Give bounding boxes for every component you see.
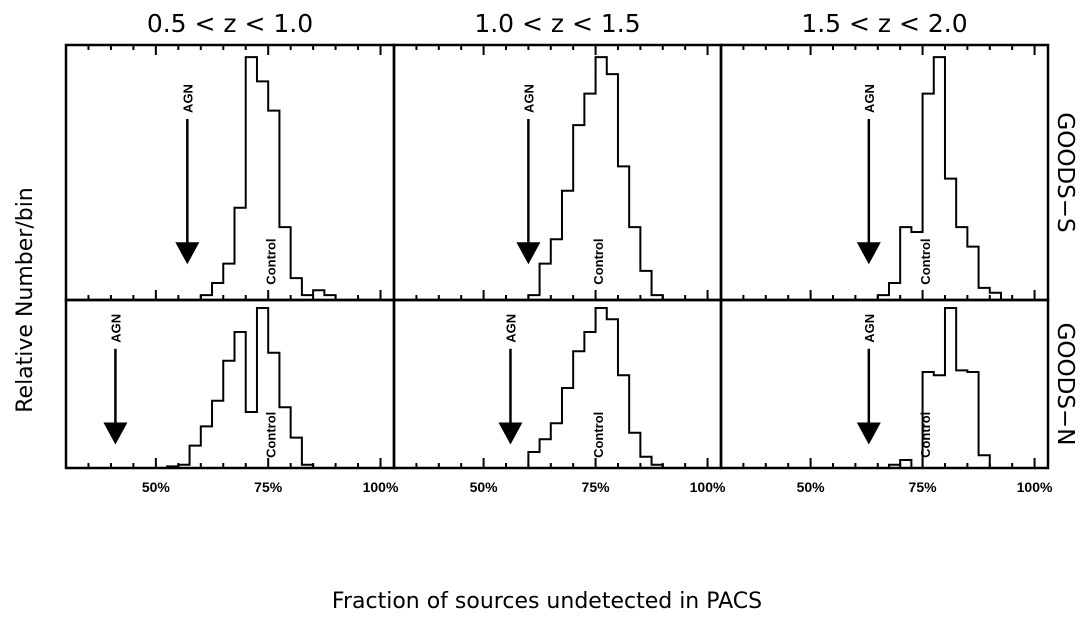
row-label: GOODS−N bbox=[1052, 323, 1078, 446]
control-label: Control bbox=[918, 412, 933, 458]
agn-arrow-head bbox=[498, 422, 523, 445]
panel-frame bbox=[719, 43, 1050, 302]
x-tick-label: 75% bbox=[254, 479, 283, 495]
x-tick-label: 75% bbox=[582, 479, 611, 495]
control-histogram bbox=[527, 307, 674, 469]
column-title: 1.5 < z < 2.0 bbox=[801, 9, 967, 38]
agn-label: AGN bbox=[503, 314, 518, 343]
panel: 50% 75% 100% AGN Control bbox=[719, 298, 1053, 495]
column-titles: 0.5 < z < 1.0 1.0 < z < 1.5 1.5 < z < 2.0 bbox=[147, 9, 968, 38]
row-label: GOODS−S bbox=[1052, 112, 1078, 232]
panel: 50% 75% 100% AGN Control bbox=[64, 298, 399, 495]
agn-arrow-head bbox=[856, 242, 881, 265]
x-tick-label: 100% bbox=[690, 479, 726, 495]
control-histogram bbox=[199, 56, 347, 301]
agn-label: AGN bbox=[180, 84, 195, 113]
panel-frame bbox=[719, 298, 1050, 470]
control-label: Control bbox=[263, 238, 278, 284]
panel-frame bbox=[392, 298, 723, 470]
panel-frame bbox=[392, 43, 723, 302]
control-label: Control bbox=[918, 238, 933, 284]
agn-label: AGN bbox=[108, 314, 123, 343]
row-labels: GOODS−S GOODS−N bbox=[1052, 112, 1078, 445]
control-histogram bbox=[887, 307, 1013, 469]
column-title: 0.5 < z < 1.0 bbox=[147, 9, 313, 38]
agn-arrow-head bbox=[516, 242, 541, 265]
agn-arrow-head bbox=[175, 242, 200, 265]
control-histogram bbox=[527, 56, 686, 301]
agn-label: AGN bbox=[521, 84, 536, 113]
agn-arrow-head bbox=[856, 422, 881, 445]
panels: AGN Control AGN Control AGN Control 50% 75% 100%… bbox=[64, 43, 1053, 495]
x-tick-label: 75% bbox=[909, 479, 938, 495]
y-axis-label: Relative Number/bin bbox=[13, 187, 38, 413]
control-histogram bbox=[122, 307, 347, 469]
x-tick-label: 100% bbox=[1017, 479, 1053, 495]
agn-arrow-head bbox=[103, 422, 128, 445]
agn-label: AGN bbox=[862, 314, 877, 343]
control-label: Control bbox=[591, 412, 606, 458]
x-axis-label: Fraction of sources undetected in PACS bbox=[332, 589, 762, 614]
x-tick-label: 50% bbox=[142, 479, 171, 495]
control-histogram bbox=[876, 56, 1013, 301]
x-tick-label: 50% bbox=[797, 479, 826, 495]
x-tick-label: 50% bbox=[470, 479, 499, 495]
agn-label: AGN bbox=[862, 84, 877, 113]
x-tick-label: 100% bbox=[363, 479, 399, 495]
panel-frame bbox=[64, 43, 396, 302]
panel: AGN Control bbox=[392, 43, 723, 302]
control-label: Control bbox=[263, 412, 278, 458]
panel: 50% 75% 100% AGN Control bbox=[392, 298, 726, 495]
panel: AGN Control bbox=[64, 43, 396, 302]
control-label: Control bbox=[591, 238, 606, 284]
column-title: 1.0 < z < 1.5 bbox=[474, 9, 640, 38]
panel: AGN Control bbox=[719, 43, 1050, 302]
